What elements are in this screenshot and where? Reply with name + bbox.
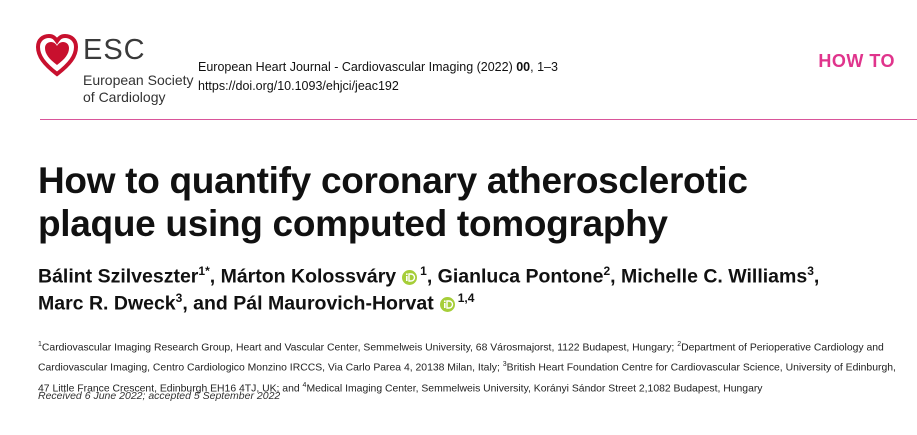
esc-logo-heart xyxy=(36,34,78,77)
divider xyxy=(40,119,917,120)
logo-text: ESC xyxy=(83,34,146,66)
section-label: HOW TO xyxy=(818,51,895,71)
author-name: Gianluca Pontone xyxy=(437,265,604,288)
orcid-icon[interactable] xyxy=(439,296,455,312)
journal: European Heart Journal - Cardiovascular … xyxy=(198,60,517,74)
affiliation-text: British Heart Foundation Centre for Card… xyxy=(38,362,896,395)
affiliations: 1Cardiovascular Imaging Research Group, … xyxy=(38,336,900,397)
society-name: European Society xyxy=(83,72,194,88)
author-affiliation-ref: 3 xyxy=(807,264,814,278)
received-date: Received 6 June 2022; accepted 5 Septemb… xyxy=(38,390,281,402)
title-line: plaque using computed tomography xyxy=(38,203,668,244)
society-name: of Cardiology xyxy=(83,89,166,105)
author-name: Marc R. Dweck xyxy=(38,292,176,315)
pages: , 1–3 xyxy=(530,60,558,74)
author-line: Marc R. Dweck3, and Pál Maurovich-Horvat… xyxy=(38,291,474,316)
affiliation-text: Medical Imaging Center, Semmelweis Unive… xyxy=(306,383,763,395)
author-affiliation-ref: 1* xyxy=(198,264,210,278)
author-name: Pál Maurovich-Horvat xyxy=(233,292,434,315)
affiliation-text: Department of Perioperative Cardiology a… xyxy=(38,342,884,374)
affiliation-text: Cardiovascular Imaging Research Group, H… xyxy=(41,342,678,354)
doi: https://doi.org/10.1093/ehjci/jeac192 xyxy=(198,79,399,93)
author-affiliation-ref: 1 xyxy=(420,264,427,278)
author-affiliation-ref: 1,4 xyxy=(457,291,475,305)
author-affiliation-ref: 3 xyxy=(175,291,183,305)
affiliation-number: 4 xyxy=(302,381,307,389)
separator: , xyxy=(426,265,438,288)
author-name: Márton Kolossváry xyxy=(220,265,397,288)
affiliation-number: 1 xyxy=(38,341,42,348)
author-name: Michelle C. Williams xyxy=(620,265,808,288)
orcid-icon[interactable] xyxy=(402,269,418,285)
separator: , xyxy=(813,265,820,288)
affiliation-number: 2 xyxy=(677,341,682,348)
affiliation-number: 3 xyxy=(502,361,507,369)
journal-citation: European Heart Journal - Cardiovascular … xyxy=(198,60,558,74)
separator: , xyxy=(610,265,621,288)
separator: , and xyxy=(182,292,234,315)
separator: , xyxy=(209,265,221,288)
author-affiliation-ref: 2 xyxy=(603,264,611,278)
author-name: Bálint Szilveszter xyxy=(38,265,199,288)
volume: 00 xyxy=(516,60,531,74)
title-line: How to quantify coronary atherosclerotic xyxy=(38,160,748,201)
author-line: Bálint Szilveszter1*, Márton Kolossváry 1… xyxy=(38,264,819,289)
